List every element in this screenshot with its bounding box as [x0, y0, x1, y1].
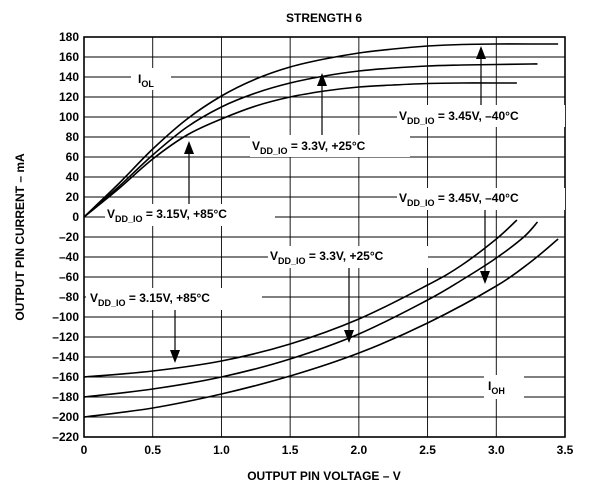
- label-bg-iol: [131, 68, 171, 90]
- y-tick-label: 120: [59, 90, 79, 104]
- y-tick-label: –40: [59, 250, 79, 264]
- y-tick-label: 100: [59, 110, 79, 124]
- series-line-ioh-5: [83, 238, 559, 418]
- y-tick-label: –180: [52, 390, 79, 404]
- x-tick-label: 1.5: [282, 443, 299, 457]
- label-iol-room: VDD_IO = 3.3V, +25°C: [252, 139, 366, 156]
- arrowhead-ioh-room: [344, 330, 354, 343]
- label-ioh: IOH: [488, 379, 505, 396]
- y-tick-label: –100: [52, 310, 79, 324]
- series-line-iol-0: [83, 82, 517, 218]
- label-ioh-room: VDD_IO = 3.3V, +25°C: [270, 249, 384, 266]
- y-tick-label: 40: [66, 170, 80, 184]
- y-tick-label: –60: [59, 270, 79, 284]
- x-axis-label: OUTPUT PIN VOLTAGE – V: [247, 469, 401, 483]
- label-iol-cold: VDD_IO = 3.45V, –40°C: [399, 109, 519, 126]
- y-tick-label: 140: [59, 70, 79, 84]
- y-tick-label: –200: [52, 410, 79, 424]
- label-iol-hot: VDD_IO = 3.15V, +85°C: [107, 207, 227, 224]
- y-tick-label: 60: [66, 150, 80, 164]
- arrowhead-iol-room: [317, 73, 327, 86]
- label-bg-ioh-hot: [86, 288, 262, 310]
- series-line-ioh-4: [83, 221, 539, 398]
- x-tick-label: 1.0: [213, 443, 230, 457]
- y-tick-label: 20: [66, 190, 80, 204]
- label-ioh-hot: VDD_IO = 3.15V, +85°C: [90, 291, 210, 308]
- x-tick-label: 3.0: [488, 443, 505, 457]
- x-tick-label: 2.0: [351, 443, 368, 457]
- annotation-arrows: [170, 46, 490, 363]
- label-bg-ioh-cold: [397, 188, 565, 210]
- y-tick-label: 160: [59, 50, 79, 64]
- y-tick-label: –160: [52, 370, 79, 384]
- chart-title: STRENGTH 6: [286, 11, 362, 25]
- x-tick-label: 0.5: [144, 443, 161, 457]
- y-axis-label: OUTPUT PIN CURRENT – mA: [13, 153, 27, 321]
- y-tick-label: 180: [59, 30, 79, 44]
- series-line-iol-2: [83, 43, 559, 218]
- y-tick-label: 0: [72, 210, 79, 224]
- x-tick-labels: 0 0.5 1.0 1.5 2.0 2.5 3.0 3.5: [81, 443, 574, 457]
- label-bg-iol-hot: [105, 204, 275, 226]
- label-bg-ioh: [484, 375, 524, 399]
- label-ioh-cold: VDD_IO = 3.45V, –40°C: [399, 191, 519, 208]
- y-tick-label: –140: [52, 350, 79, 364]
- label-bg-ioh-room: [268, 246, 428, 268]
- label-bg-iol-cold: [397, 105, 565, 127]
- x-tick-label: 2.5: [419, 443, 436, 457]
- label-iol: IOL: [138, 72, 154, 89]
- curves: [83, 43, 559, 418]
- x-tick-label: 3.5: [557, 443, 574, 457]
- y-tick-label: –220: [52, 430, 79, 444]
- series-line-iol-1: [83, 63, 538, 218]
- arrowhead-ioh-hot: [170, 350, 180, 363]
- arrowhead-iol-cold: [476, 46, 486, 59]
- y-tick-label: 80: [66, 130, 80, 144]
- y-tick-label: –20: [59, 230, 79, 244]
- y-tick-label: –80: [59, 290, 79, 304]
- label-bg-iol-room: [250, 135, 410, 157]
- arrowhead-iol-hot: [184, 141, 194, 154]
- y-tick-label: –120: [52, 330, 79, 344]
- x-tick-label: 0: [81, 443, 88, 457]
- series-line-ioh-3: [83, 219, 518, 378]
- y-tick-labels: 180 160 140 120 100 80 60 40 20 0 –20 –40 –60 –80 –100…: [52, 30, 79, 444]
- arrowhead-ioh-cold: [480, 271, 490, 284]
